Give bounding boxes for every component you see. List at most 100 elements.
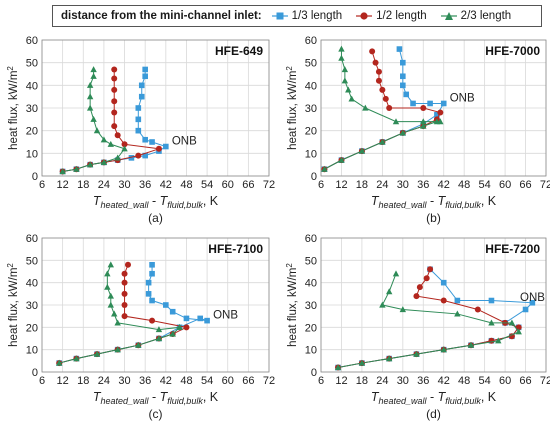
data-point xyxy=(163,302,169,308)
data-point xyxy=(86,104,94,111)
data-point xyxy=(338,45,345,52)
data-point xyxy=(111,109,118,116)
data-point xyxy=(73,165,80,172)
y-tick-label: 40 xyxy=(305,80,317,92)
data-point xyxy=(93,127,101,134)
x-tick-label: 54 xyxy=(479,179,491,191)
data-point xyxy=(427,266,434,273)
chart-title: HFE-7000 xyxy=(485,44,540,58)
data-point xyxy=(121,145,128,152)
series-line xyxy=(59,264,181,364)
y-tick-label: 50 xyxy=(305,58,317,70)
x-tick-label: 12 xyxy=(335,375,347,387)
y-tick-label: 0 xyxy=(32,367,38,379)
data-point xyxy=(86,161,94,168)
data-point xyxy=(93,350,101,357)
y-tick-label: 20 xyxy=(26,126,38,138)
x-tick-label: 30 xyxy=(397,375,409,387)
data-point xyxy=(522,306,529,313)
x-tick-label: 72 xyxy=(540,375,550,387)
data-point xyxy=(400,59,406,66)
data-point xyxy=(440,346,447,353)
plot-frame xyxy=(41,39,270,177)
data-point xyxy=(111,310,118,317)
data-point xyxy=(114,346,121,353)
x-tick-label: 42 xyxy=(438,179,450,191)
x-tick-label: 48 xyxy=(458,179,470,191)
data-point xyxy=(341,77,349,84)
data-point xyxy=(86,81,94,88)
y-tick-label: 40 xyxy=(26,278,38,290)
data-point xyxy=(334,364,342,371)
y-tick-label: 0 xyxy=(311,171,317,183)
x-tick-label: 6 xyxy=(318,375,324,387)
x-axis-label: Theated_wall - Tfluid,bulk, K xyxy=(93,390,219,406)
data-point xyxy=(474,306,481,313)
y-axis-label: heat flux, kW/m2 xyxy=(285,263,299,347)
data-point xyxy=(142,66,148,73)
data-point xyxy=(183,324,190,331)
data-point xyxy=(104,270,111,277)
x-tick-label: 36 xyxy=(139,375,151,387)
data-point xyxy=(403,91,410,98)
data-point xyxy=(399,129,407,136)
data-point xyxy=(145,291,152,297)
onb-annotation: ONB xyxy=(520,292,545,304)
legend-label: 1/3 length xyxy=(291,10,343,22)
y-tick-label: 50 xyxy=(26,255,38,267)
y-tick-label: 60 xyxy=(305,35,317,47)
data-point xyxy=(169,330,176,337)
data-point xyxy=(73,355,80,362)
data-point xyxy=(111,86,118,93)
panel-label: (d) xyxy=(426,407,441,421)
data-point xyxy=(121,302,128,308)
data-point xyxy=(121,313,128,320)
data-point xyxy=(149,297,155,304)
data-point xyxy=(495,337,502,344)
series-2-3-length xyxy=(59,66,128,175)
data-point xyxy=(107,261,114,268)
x-tick-label: 24 xyxy=(376,375,388,387)
x-tick-label: 6 xyxy=(39,375,45,387)
series-1-2-length xyxy=(56,261,190,367)
x-tick-label: 60 xyxy=(499,179,511,191)
y-tick-label: 30 xyxy=(305,103,317,115)
data-point xyxy=(90,115,97,122)
data-point xyxy=(135,341,142,348)
y-tick-label: 10 xyxy=(305,345,317,357)
data-point xyxy=(100,136,108,143)
series-1-3-length xyxy=(56,262,210,366)
legend-label: 1/2 length xyxy=(376,10,427,22)
legend-entry-1-2-length: 1/2 length xyxy=(356,10,427,22)
data-point xyxy=(379,301,386,308)
x-tick-label: 72 xyxy=(540,179,550,191)
data-point xyxy=(416,284,423,291)
x-tick-label: 30 xyxy=(118,179,130,191)
y-tick-label: 10 xyxy=(26,148,38,160)
x-tick-label: 30 xyxy=(397,179,409,191)
plot-frame xyxy=(320,39,547,177)
data-point xyxy=(135,116,142,123)
data-point xyxy=(55,359,63,366)
x-tick-label: 24 xyxy=(98,179,110,191)
x-tick-label: 18 xyxy=(77,179,89,191)
y-axis-label: heat flux, kW/m2 xyxy=(6,263,20,347)
data-point xyxy=(385,288,393,295)
x-tick-label: 12 xyxy=(57,179,69,191)
x-tick-label: 36 xyxy=(417,179,429,191)
data-point xyxy=(420,105,427,111)
data-point xyxy=(379,86,386,93)
circle-marker-icon xyxy=(356,12,373,20)
y-tick-label: 60 xyxy=(26,233,38,245)
data-point xyxy=(169,308,176,315)
data-point xyxy=(90,72,97,79)
chart-panel-3: 6 12 18 24 30 36 42 48 54 60 66 72 0 10 20 30 40 50 60 heat… xyxy=(6,233,275,421)
data-point xyxy=(392,118,400,125)
data-point xyxy=(204,317,210,324)
data-point xyxy=(392,270,400,277)
data-point xyxy=(440,100,447,107)
data-point xyxy=(142,152,148,159)
series-line xyxy=(337,268,534,369)
data-point xyxy=(138,82,145,89)
